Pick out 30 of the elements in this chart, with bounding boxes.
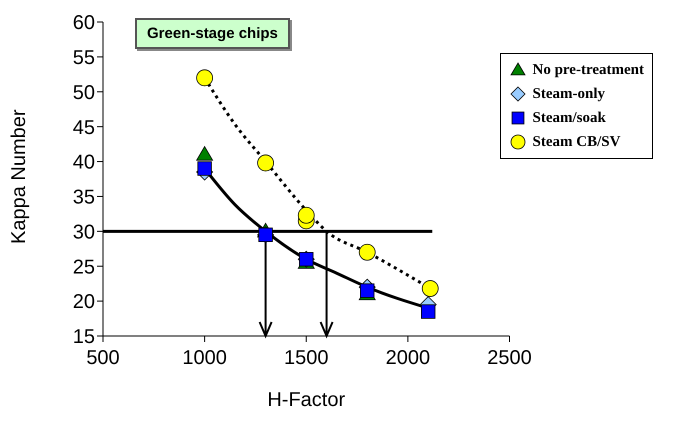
y-tick-label: 30 — [72, 221, 95, 244]
y-tick-label: 60 — [72, 12, 95, 34]
y-tick-label: 20 — [72, 291, 95, 314]
y-tick-label: 25 — [72, 256, 95, 278]
point — [197, 161, 212, 176]
legend-label: Steam CB/SV — [532, 134, 620, 150]
x-axis-title: H-Factor — [267, 389, 346, 411]
legend-label: Steam/soak — [532, 110, 606, 126]
y-tick-label: 40 — [72, 152, 95, 174]
x-tick-label: 500 — [86, 347, 120, 370]
legend-label: No pre-treatment — [532, 62, 644, 78]
x-tick-label: 2000 — [386, 347, 430, 370]
y-tick-label: 50 — [72, 82, 95, 104]
y-tick-label: 15 — [72, 326, 95, 348]
y-tick-label: 45 — [72, 116, 95, 139]
y-tick-label: 55 — [72, 46, 95, 69]
point — [196, 146, 214, 161]
y-tick-label: 35 — [72, 186, 95, 209]
point — [298, 206, 315, 224]
point — [358, 244, 376, 261]
legend-label: Steam-only — [532, 86, 605, 102]
point — [422, 280, 439, 297]
x-tick-label: 1500 — [284, 347, 328, 370]
x-tick-label: 1000 — [182, 347, 227, 370]
point — [196, 69, 214, 86]
y-axis-title: Kappa Number — [8, 109, 30, 244]
point — [257, 154, 274, 172]
point — [421, 304, 436, 319]
x-tick-label: 2500 — [487, 347, 532, 370]
chart-title: Green-stage chips — [135, 18, 290, 49]
